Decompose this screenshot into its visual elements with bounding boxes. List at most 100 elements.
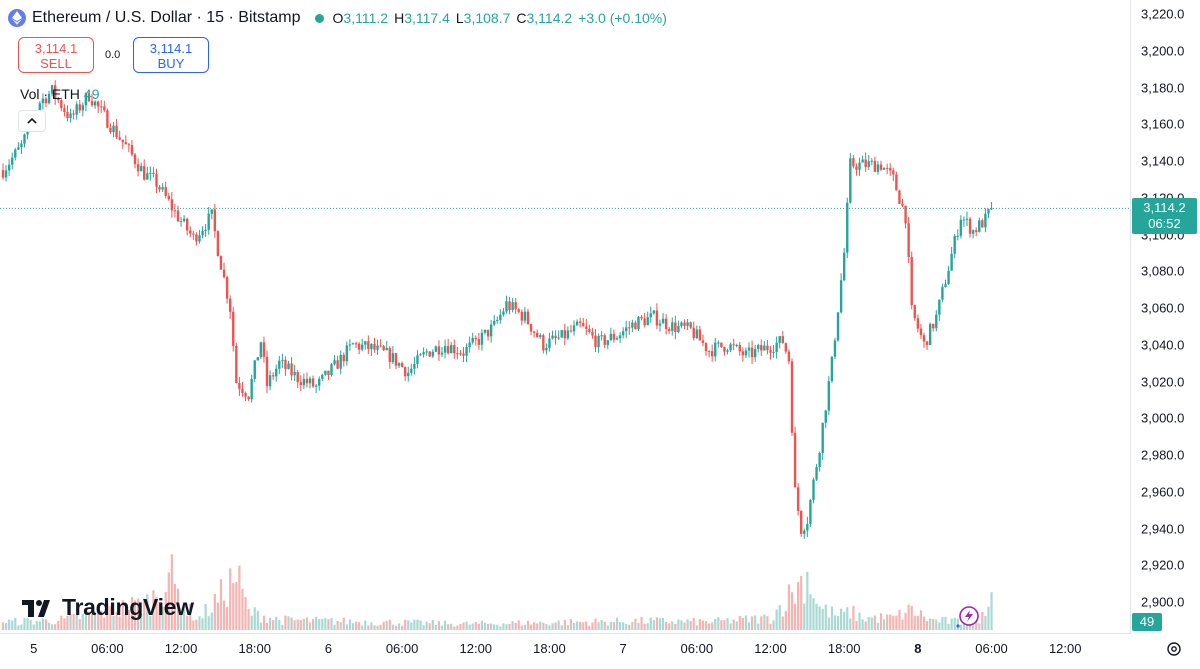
volume-bar [769,623,772,630]
candle-body [296,371,299,383]
candle-body [947,270,950,285]
candle-body [505,301,508,312]
candle-body [84,93,88,106]
sell-label: SELL [40,56,72,71]
volume-bar [94,611,97,630]
volume-bar [833,615,837,630]
volume-bar [1,622,5,630]
last-price-value: 3,114.2 [1143,200,1186,216]
volume-bar [130,597,134,630]
volume-bar [661,617,665,630]
volume-bar [66,615,69,630]
candle-body [784,343,788,352]
volume-bar [14,617,17,630]
symbol-title[interactable]: Ethereum / U.S. Dollar · 15 · Bitstamp [32,9,301,26]
volume-bar [345,624,348,630]
volume-bar [186,615,189,630]
candle-body [179,221,183,223]
volume-bar [563,619,566,630]
volume-bar [265,622,269,630]
volume-bar [278,620,281,630]
candle-body [232,311,235,346]
candle-body [124,142,127,145]
candle-body [514,302,517,310]
chart-plot-area[interactable] [0,0,1131,633]
candle-body [256,357,260,361]
volume-bar [720,620,723,630]
gear-icon[interactable] [1165,640,1183,658]
candle-body [207,213,210,230]
volume-bar [376,625,379,630]
volume-bar [311,619,315,630]
volume-bar [855,620,858,630]
candle-body [882,167,886,170]
volume-bar [806,571,809,630]
candle-body [480,332,484,345]
collapse-legend-button[interactable] [18,110,46,132]
volume-bar [701,620,705,630]
volume-bar [133,600,137,630]
price-tick-label: 2,980.0 [1141,447,1185,463]
volume-legend[interactable]: Vol · ETH 49 [20,86,99,102]
candle-body [612,333,616,340]
volume-bar [20,624,23,630]
candle-body [889,168,892,171]
candle-body [290,363,293,376]
volume-bar [425,621,428,630]
volume-bar [867,617,870,630]
volume-bar [173,583,177,630]
volume-bar [698,619,701,630]
candle-body [382,346,385,351]
volume-bar [554,622,557,630]
volume-bar [846,607,849,630]
candle-body [189,230,192,234]
candle-body [225,277,229,299]
candle-body [772,351,775,353]
candlestick-chart[interactable] [0,0,1131,633]
candle-body [569,330,573,332]
volume-bar [379,624,382,630]
candle-body [216,231,220,257]
candle-body [603,335,606,345]
candle-body [545,347,548,351]
volume-bar [704,621,708,630]
volume-bar [124,613,127,630]
candle-body [428,351,431,357]
candle-body [143,166,146,180]
candle-body [873,160,877,172]
volume-bar [726,618,729,630]
volume-bar [490,623,493,630]
sell-button[interactable]: 3,114.1 SELL [18,37,94,73]
price-tick-label: 3,020.0 [1141,374,1185,389]
tradingview-logo[interactable]: TradingView [22,594,194,621]
volume-bar [941,617,944,630]
candle-body [523,311,527,321]
candle-body [790,361,794,433]
volume-bar [932,618,935,630]
candle-body [763,345,766,351]
volume-bar [388,619,391,630]
time-axis[interactable]: 5 06:00 12:00 18:00 6 06:00 12:00 18:00 7 06:00 12… [0,633,1131,669]
candle-body [314,385,318,387]
candle-body [440,352,444,355]
bar-countdown: 06:52 [1148,216,1181,232]
candle-body [618,335,622,339]
volume-bar [732,619,735,630]
candle-body [839,280,843,313]
volume-bar [63,618,66,630]
volume-bar [981,611,984,630]
candle-body [582,322,585,327]
candle-body [526,311,530,325]
candle-body [14,149,17,158]
candle-body [87,93,91,102]
price-axis[interactable]: 3,220.03,200.03,180.03,160.03,140.03,120… [1131,0,1200,633]
volume-bar [419,620,422,630]
buy-button[interactable]: 3,114.1 BUY [133,37,209,73]
lightning-icon[interactable] [953,604,981,632]
candle-body [489,324,493,337]
candle-body [606,340,609,345]
candle-body [922,335,926,342]
candle-body [664,318,668,329]
candle-body [864,159,867,167]
volume-bar [275,616,278,630]
